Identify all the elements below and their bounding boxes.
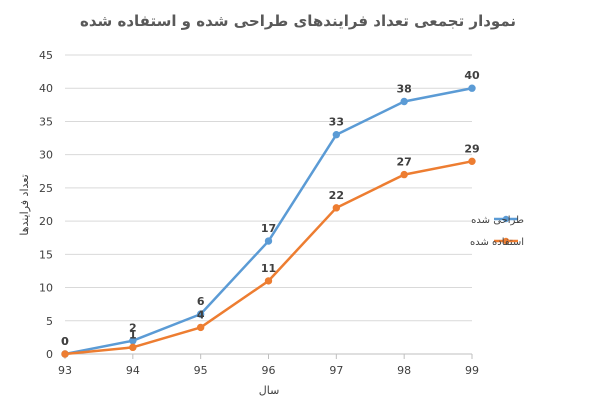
y-tick-label: 35 [39, 115, 53, 128]
y-tick-label: 0 [46, 348, 53, 361]
x-tick-label: 97 [329, 364, 343, 377]
series-2-point [264, 277, 273, 285]
x-tick-label: 99 [465, 364, 479, 377]
series-2-data-label: 0 [61, 335, 69, 348]
gridlines [65, 54, 472, 322]
series-1-data-label: 0 [61, 335, 69, 348]
x-axis-title: سال [259, 384, 280, 397]
series-2-data-label: 1 [129, 328, 137, 341]
series-2-point [400, 170, 408, 179]
series-1-data-label: 33 [329, 116, 344, 129]
y-tick-label: 10 [39, 282, 53, 295]
series-2-point [468, 157, 476, 166]
series-1-point [332, 131, 341, 139]
x-tick-label: 96 [262, 364, 276, 377]
series-1-point [468, 84, 476, 92]
y-tick-label: 40 [39, 82, 53, 95]
series-line-2 [64, 160, 473, 356]
series-1-data-label: 40 [464, 69, 480, 82]
legend-swatch-marker [502, 215, 510, 223]
y-tick-label: 45 [39, 49, 53, 62]
y-tick-label: 25 [39, 182, 53, 195]
legend: طراحی شده استفاده شده [470, 215, 524, 248]
series-2-point [332, 204, 341, 212]
y-axis-title: تعداد فرایندها [18, 174, 31, 235]
y-tick-label: 5 [46, 315, 53, 328]
x-tick-label: 93 [58, 364, 72, 377]
series-1-point [196, 310, 205, 318]
legend-item-label: استفاده شده [470, 237, 524, 248]
series-2-point [196, 323, 205, 332]
y-tick-label: 30 [39, 149, 53, 162]
series-2-data-label: 4 [197, 308, 205, 321]
series-2-data-label: 11 [261, 262, 276, 275]
legend-swatch-marker [502, 237, 510, 245]
legend-item-label: طراحی شده [471, 215, 524, 226]
series-2-data-label: 22 [329, 189, 344, 202]
series-1-data-label: 38 [397, 83, 412, 96]
series-lines [61, 84, 476, 358]
series-2-data-label: 29 [464, 142, 479, 155]
x-tick-label: 95 [194, 364, 208, 377]
x-tick-label: 94 [126, 364, 140, 377]
series-2-point [61, 350, 69, 358]
series-1-point [400, 97, 408, 106]
series-1-data-label: 2 [129, 322, 137, 335]
series-1-data-label: 17 [261, 222, 276, 235]
chart-title: نمودار تجمعی تعداد فرایندهای طراحی شده و… [80, 12, 516, 30]
y-tick-label: 20 [39, 215, 53, 228]
series-2-point [129, 343, 137, 352]
series-1-point [264, 237, 273, 245]
series-1-data-label: 6 [197, 295, 205, 308]
x-tick-label: 98 [397, 364, 411, 377]
series-2-data-label: 27 [397, 156, 412, 169]
y-tick-label: 15 [39, 248, 53, 261]
